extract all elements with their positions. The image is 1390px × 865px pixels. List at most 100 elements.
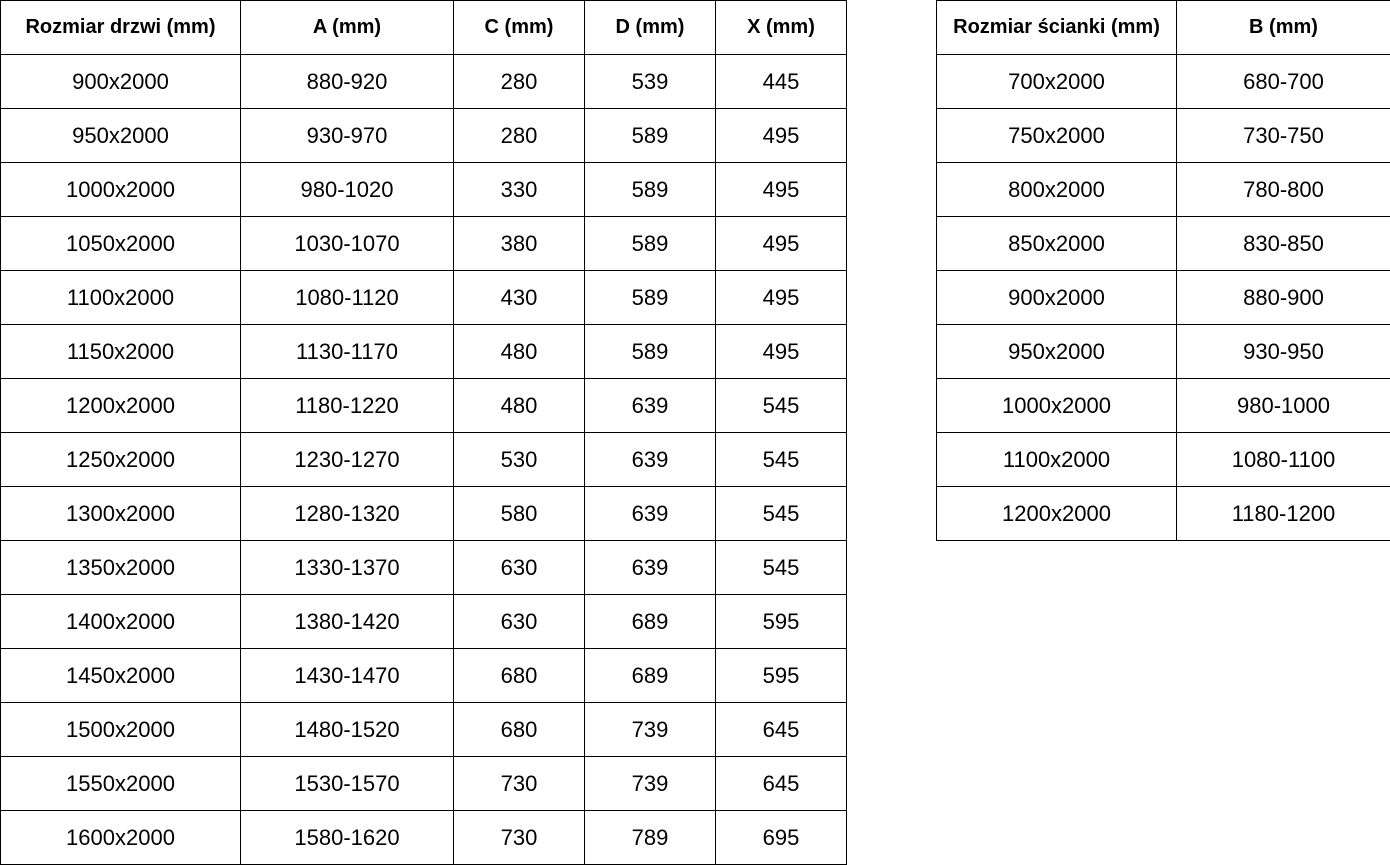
table-cell: 1450x2000 — [0, 648, 241, 703]
table-cell: 1230-1270 — [240, 432, 454, 487]
table-row: 1000x2000 980-1020 330 589 495 — [0, 162, 847, 217]
table-cell: 730 — [453, 756, 585, 811]
table-row: 850x2000 830-850 — [936, 216, 1390, 271]
table-cell: 639 — [584, 540, 716, 595]
table-cell: 595 — [715, 648, 847, 703]
table-row: 1400x2000 1380-1420 630 689 595 — [0, 594, 847, 649]
table-cell: 480 — [453, 378, 585, 433]
table-row: 1250x2000 1230-1270 530 639 545 — [0, 432, 847, 487]
table-cell: 280 — [453, 108, 585, 163]
table-cell: 630 — [453, 594, 585, 649]
table-cell: 950x2000 — [936, 324, 1177, 379]
column-header: B (mm) — [1176, 0, 1390, 55]
table-cell: 530 — [453, 432, 585, 487]
table-cell: 580 — [453, 486, 585, 541]
table-cell: 830-850 — [1176, 216, 1390, 271]
table-row: 1200x2000 1180-1220 480 639 545 — [0, 378, 847, 433]
table-row: 1100x2000 1080-1100 — [936, 432, 1390, 487]
table-cell: 930-950 — [1176, 324, 1390, 379]
table-cell: 1600x2000 — [0, 810, 241, 865]
table-cell: 880-900 — [1176, 270, 1390, 325]
table-cell: 980-1020 — [240, 162, 454, 217]
table-cell: 589 — [584, 216, 716, 271]
column-header: D (mm) — [584, 0, 716, 55]
table-cell: 1080-1120 — [240, 270, 454, 325]
table-cell: 1200x2000 — [0, 378, 241, 433]
table-cell: 495 — [715, 216, 847, 271]
column-header: Rozmiar ścianki (mm) — [936, 0, 1177, 55]
table-cell: 1130-1170 — [240, 324, 454, 379]
table-cell: 1180-1220 — [240, 378, 454, 433]
table-header-row: Rozmiar ścianki (mm) B (mm) — [936, 0, 1390, 55]
table-cell: 645 — [715, 756, 847, 811]
table-cell: 480 — [453, 324, 585, 379]
table-cell: 900x2000 — [936, 270, 1177, 325]
table-cell: 330 — [453, 162, 585, 217]
table-row: 700x2000 680-700 — [936, 54, 1390, 109]
table-cell: 750x2000 — [936, 108, 1177, 163]
table-row: 1550x2000 1530-1570 730 739 645 — [0, 756, 847, 811]
column-header: A (mm) — [240, 0, 454, 55]
table-cell: 1430-1470 — [240, 648, 454, 703]
table-cell: 730-750 — [1176, 108, 1390, 163]
table-cell: 545 — [715, 378, 847, 433]
table-row: 1000x2000 980-1000 — [936, 378, 1390, 433]
table-cell: 639 — [584, 432, 716, 487]
table-cell: 445 — [715, 54, 847, 109]
table-cell: 545 — [715, 486, 847, 541]
table-cell: 1300x2000 — [0, 486, 241, 541]
table-row: 1600x2000 1580-1620 730 789 695 — [0, 810, 847, 865]
table-row: 750x2000 730-750 — [936, 108, 1390, 163]
table-cell: 689 — [584, 594, 716, 649]
table-cell: 545 — [715, 432, 847, 487]
table-cell: 739 — [584, 756, 716, 811]
table-cell: 589 — [584, 324, 716, 379]
table-row: 900x2000 880-900 — [936, 270, 1390, 325]
table-cell: 495 — [715, 270, 847, 325]
table-row: 1100x2000 1080-1120 430 589 495 — [0, 270, 847, 325]
table-cell: 589 — [584, 108, 716, 163]
column-header: X (mm) — [715, 0, 847, 55]
table-cell: 495 — [715, 162, 847, 217]
table-cell: 680 — [453, 702, 585, 757]
table-header-row: Rozmiar drzwi (mm) A (mm) C (mm) D (mm) X (m… — [0, 0, 847, 55]
table-row: 1500x2000 1480-1520 680 739 645 — [0, 702, 847, 757]
table-cell: 380 — [453, 216, 585, 271]
table-cell: 1000x2000 — [0, 162, 241, 217]
table-cell: 1200x2000 — [936, 486, 1177, 541]
table-cell: 739 — [584, 702, 716, 757]
table-cell: 950x2000 — [0, 108, 241, 163]
table-cell: 1050x2000 — [0, 216, 241, 271]
table-cell: 589 — [584, 162, 716, 217]
table-cell: 1550x2000 — [0, 756, 241, 811]
table-cell: 1080-1100 — [1176, 432, 1390, 487]
table-cell: 630 — [453, 540, 585, 595]
table-cell: 1580-1620 — [240, 810, 454, 865]
table-row: 1300x2000 1280-1320 580 639 545 — [0, 486, 847, 541]
door-sizes-table: Rozmiar drzwi (mm) A (mm) C (mm) D (mm) X (m… — [0, 0, 847, 865]
table-cell: 1500x2000 — [0, 702, 241, 757]
table-cell: 1100x2000 — [936, 432, 1177, 487]
table-row: 950x2000 930-970 280 589 495 — [0, 108, 847, 163]
table-cell: 1530-1570 — [240, 756, 454, 811]
column-header: Rozmiar drzwi (mm) — [0, 0, 241, 55]
table-cell: 980-1000 — [1176, 378, 1390, 433]
table-cell: 780-800 — [1176, 162, 1390, 217]
table-row: 1350x2000 1330-1370 630 639 545 — [0, 540, 847, 595]
table-cell: 1100x2000 — [0, 270, 241, 325]
table-row: 1200x2000 1180-1200 — [936, 486, 1390, 541]
table-cell: 1350x2000 — [0, 540, 241, 595]
table-cell: 1150x2000 — [0, 324, 241, 379]
table-cell: 800x2000 — [936, 162, 1177, 217]
table-cell: 545 — [715, 540, 847, 595]
table-cell: 900x2000 — [0, 54, 241, 109]
table-cell: 689 — [584, 648, 716, 703]
table-row: 1450x2000 1430-1470 680 689 595 — [0, 648, 847, 703]
table-cell: 430 — [453, 270, 585, 325]
table-cell: 639 — [584, 378, 716, 433]
table-cell: 930-970 — [240, 108, 454, 163]
table-row: 1050x2000 1030-1070 380 589 495 — [0, 216, 847, 271]
table-row: 950x2000 930-950 — [936, 324, 1390, 379]
table-cell: 680 — [453, 648, 585, 703]
table-cell: 1280-1320 — [240, 486, 454, 541]
